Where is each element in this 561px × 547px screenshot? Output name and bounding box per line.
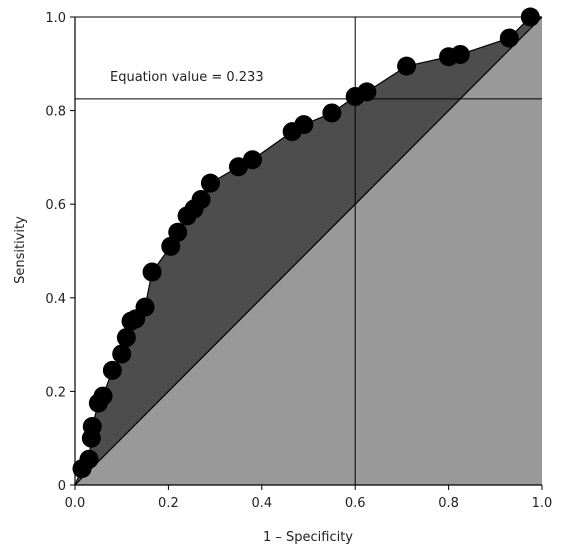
data-point (79, 449, 99, 469)
data-point (397, 56, 417, 76)
data-point (357, 82, 377, 102)
x-tick-label: 0.6 (345, 496, 366, 511)
data-point (116, 328, 136, 348)
data-point (200, 173, 220, 193)
data-point (228, 157, 248, 177)
y-tick-label: 0 (58, 479, 66, 494)
x-axis-label: 1 – Specificity (263, 530, 353, 545)
data-point (191, 190, 211, 210)
y-axis-label: Sensitivity (13, 216, 28, 284)
data-point (93, 386, 113, 406)
data-point (142, 262, 162, 282)
x-tick-label: 0.4 (251, 496, 272, 511)
data-point (294, 115, 314, 135)
x-tick-label: 0.8 (438, 496, 459, 511)
y-tick-label: 0.4 (45, 292, 66, 307)
data-point (135, 297, 155, 317)
data-point (322, 103, 342, 123)
axes: 0.0 0.2 0.4 0.6 0.8 1.0 0 0.2 0.4 0.6 0.8 1.0 (45, 11, 552, 511)
y-tick-label: 0.8 (45, 105, 66, 120)
data-point (520, 7, 540, 27)
data-point (82, 417, 102, 436)
data-point (242, 150, 262, 170)
data-point (168, 222, 188, 242)
y-tick-label: 1.0 (45, 11, 66, 26)
data-point (499, 28, 519, 48)
y-tick-label: 0.6 (45, 198, 66, 213)
data-point (161, 236, 181, 256)
x-tick-label: 0.2 (158, 496, 179, 511)
data-point (450, 44, 470, 64)
diagonal-line (74, 16, 543, 486)
data-point (112, 344, 132, 364)
x-tick-label: 1.0 (532, 496, 553, 511)
equation-annotation: Equation value = 0.233 (110, 70, 264, 85)
y-tick-label: 0.2 (45, 385, 66, 400)
x-tick-label: 0.0 (65, 496, 86, 511)
data-points (72, 7, 540, 479)
data-point (102, 360, 122, 380)
